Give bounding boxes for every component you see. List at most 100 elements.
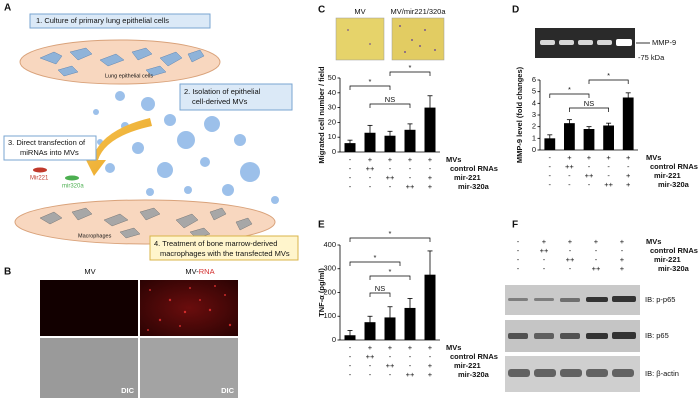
bar	[404, 129, 416, 152]
treatment-mark: +	[568, 237, 573, 246]
y-tick-label: 1	[532, 133, 536, 142]
treatment-mark: +	[626, 171, 631, 180]
arrow	[84, 118, 152, 176]
step-text: 3. Direct transfection of	[8, 138, 86, 147]
step-text: 1. Culture of primary lung epithelial ce…	[36, 16, 169, 25]
treatment-mark: -	[549, 162, 552, 171]
treatment-mark: ++	[386, 173, 395, 182]
treatment-mark: +	[626, 180, 631, 189]
treatment-mark: -	[607, 171, 610, 180]
y-axis-label: TNF-α (pg/ml)	[317, 268, 326, 317]
treatment-mark: -	[588, 180, 591, 189]
treatment-mark: -	[389, 352, 392, 361]
column-title: MV-RNA	[185, 267, 214, 276]
treatment-mark: -	[549, 171, 552, 180]
step-text: cell-derived MVs	[192, 97, 248, 106]
panel-c-images: MV MV/mir221/320a	[335, 7, 446, 61]
column-title-highlight: RNA	[199, 267, 215, 276]
treatment-mark: -	[349, 155, 352, 164]
panel-letter: F	[512, 220, 518, 231]
bar	[424, 274, 436, 340]
y-tick-label: 6	[532, 75, 536, 84]
bar	[384, 135, 396, 152]
bar	[344, 335, 356, 340]
treatment-label: MVs	[646, 153, 661, 162]
significance-bracket	[549, 93, 590, 98]
treatment-mark: +	[594, 237, 599, 246]
panel-letter: A	[4, 3, 11, 14]
treatment-label: MVs	[646, 237, 661, 246]
treatment-mark: ++	[540, 246, 549, 255]
y-tick-label: 30	[328, 103, 336, 112]
treatment-label: mir-320a	[658, 264, 690, 273]
cells-label: Lung epithelial cells	[105, 73, 153, 79]
treatment-label: control RNAs	[450, 352, 498, 361]
microvesicles	[93, 91, 279, 204]
treatment-mark: -	[369, 173, 372, 182]
treatment-label: mir-221	[454, 173, 481, 182]
dic-label: DIC	[221, 386, 235, 395]
treatment-mark: -	[409, 352, 412, 361]
treatment-mark: -	[588, 162, 591, 171]
step-text: macrophages with the transfected MVs	[160, 249, 290, 258]
step-box	[29, 13, 211, 29]
treatment-mark: ++	[592, 264, 601, 273]
bar	[404, 307, 416, 340]
blot-label: IB: p-p65	[645, 295, 675, 304]
treatment-mark: -	[595, 255, 598, 264]
treatment-label: mir-320a	[658, 180, 690, 189]
treatment-mark: +	[620, 255, 625, 264]
significance-bracket	[369, 292, 391, 297]
significance-label: *	[389, 267, 392, 276]
step-text: 4. Treatment of bone marrow-derived	[154, 239, 277, 248]
fluorescence-image	[40, 280, 138, 336]
treatment-label: control RNAs	[450, 164, 498, 173]
significance-label: NS	[584, 99, 594, 108]
y-tick-label: 100	[323, 311, 336, 320]
blot-label: IB: p65	[645, 331, 669, 340]
treatment-label: mir-320a	[458, 182, 490, 191]
treatment-mark: +	[408, 155, 413, 164]
treatment-mark: -	[349, 352, 352, 361]
y-tick-label: 50	[328, 73, 336, 82]
column-title: MV	[84, 267, 95, 276]
treatment-mark: -	[517, 264, 520, 273]
y-tick-label: 400	[323, 240, 336, 249]
significance-label: *	[374, 253, 377, 262]
treatment-mark: +	[368, 155, 373, 164]
y-tick-label: 0	[332, 147, 336, 156]
macrophages-label: Macrophages	[78, 233, 112, 239]
significance-bracket	[349, 85, 391, 90]
significance-bracket	[349, 237, 431, 242]
treatment-mark: -	[568, 180, 571, 189]
treatment-mark: +	[428, 370, 433, 379]
y-tick-label: 10	[328, 132, 336, 141]
treatment-mark: -	[349, 164, 352, 173]
bar	[424, 107, 436, 152]
treatment-mark: -	[517, 255, 520, 264]
treatment-mark: +	[428, 343, 433, 352]
treatment-mark: -	[389, 182, 392, 191]
treatment-mark: ++	[604, 180, 613, 189]
panel-letter: C	[318, 5, 325, 16]
significance-label: NS	[375, 284, 385, 293]
treatment-mark: -	[517, 237, 520, 246]
step-text: 2. Isolation of epithelial	[184, 87, 261, 96]
significance-bracket	[569, 107, 609, 112]
y-tick-label: 4	[532, 98, 536, 107]
treatment-mark: ++	[406, 182, 415, 191]
treatment-mark: +	[428, 361, 433, 370]
band-label: MMP-9	[652, 38, 676, 47]
treatment-mark: -	[569, 264, 572, 273]
gel-bands	[540, 39, 632, 46]
y-tick-label: 40	[328, 88, 336, 97]
mirna-icon	[65, 175, 79, 181]
panel-d-gel: MMP-9 -75 kDa	[535, 28, 676, 62]
migration-image	[391, 17, 445, 61]
treatment-mark: +	[542, 237, 547, 246]
significance-label: *	[409, 63, 412, 72]
cells	[39, 47, 205, 77]
treatment-mark: -	[409, 164, 412, 173]
y-tick-label: 5	[532, 87, 536, 96]
